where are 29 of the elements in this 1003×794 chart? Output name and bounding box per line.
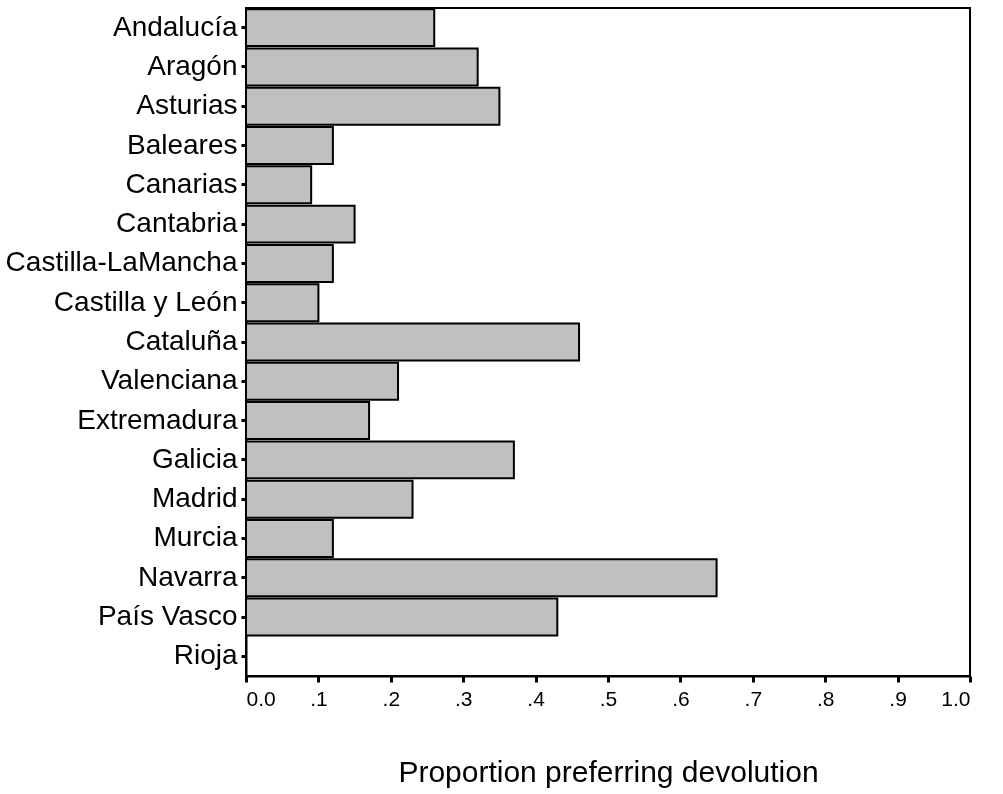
y-tick-label: País Vasco bbox=[97, 600, 238, 632]
x-tick-label: 0.0 bbox=[246, 686, 276, 710]
x-tick-label: .7 bbox=[744, 686, 763, 710]
x-tick-label: .1 bbox=[310, 686, 328, 710]
x-tick-label: .4 bbox=[527, 686, 546, 710]
x-tick-label: .3 bbox=[454, 686, 473, 710]
y-tick-label: Aragón bbox=[147, 49, 238, 81]
y-tick-label: Andalucía bbox=[112, 10, 238, 42]
x-tick-label: .6 bbox=[672, 686, 690, 710]
y-tick-label: Extremadura bbox=[77, 403, 238, 435]
y-tick-label: Cantabria bbox=[116, 207, 238, 239]
y-tick-label: Baleares bbox=[126, 128, 238, 160]
y-tick-label: Canarias bbox=[125, 167, 238, 199]
y-tick-label: Galicia bbox=[151, 442, 238, 474]
y-tick-label: Valenciana bbox=[101, 364, 238, 396]
y-tick-label: Castilla y León bbox=[53, 285, 238, 317]
x-axis-title: Proportion preferring devolution bbox=[398, 754, 819, 788]
y-tick-label: Navarra bbox=[137, 560, 238, 592]
x-tick-label: .5 bbox=[599, 686, 618, 710]
y-tick-label: Murcia bbox=[153, 521, 238, 553]
y-tick-label: Castilla-LaMancha bbox=[5, 246, 238, 278]
y-tick-label: Cataluña bbox=[125, 325, 238, 356]
x-tick-label: .9 bbox=[889, 686, 907, 710]
x-tick-label: .8 bbox=[816, 686, 835, 710]
y-tick-label: Madrid bbox=[151, 482, 238, 514]
x-tick-label: .2 bbox=[382, 686, 401, 710]
y-tick-label: Asturias bbox=[136, 89, 238, 121]
x-tick-label: 1.0 bbox=[941, 686, 971, 710]
y-tick-label: Rioja bbox=[173, 639, 238, 671]
